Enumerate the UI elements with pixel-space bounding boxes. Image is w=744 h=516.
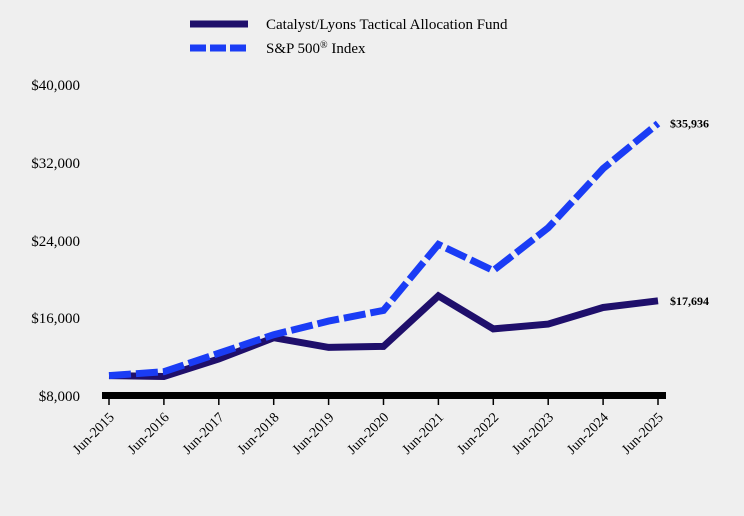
x-tick-label: Jun-2023 [510,410,557,457]
y-tick-label: $24,000 [31,234,80,250]
legend: Catalyst/Lyons Tactical Allocation Fund … [190,17,508,57]
x-axis: Jun-2015 Jun-2016 Jun-2017 Jun-2018 Jun-2019… [70,410,666,457]
end-label-index: $35,936 [670,116,709,130]
x-ticks [108,398,659,405]
x-tick-label: Jun-2019 [290,410,337,457]
x-tick-label: Jun-2024 [564,410,611,457]
x-tick-label: Jun-2022 [455,410,502,457]
x-tick-label: Jun-2025 [619,410,666,457]
y-tick-label: $40,000 [31,78,80,94]
legend-label-index: S&P 500® Index [266,40,366,57]
x-tick-label: Jun-2015 [70,410,117,457]
y-tick-label: $8,000 [39,389,80,405]
legend-label-fund: Catalyst/Lyons Tactical Allocation Fund [266,17,508,33]
x-tick-label: Jun-2020 [345,410,392,457]
y-tick-label: $32,000 [31,156,80,172]
x-tick-label: Jun-2017 [180,410,227,457]
y-axis: $40,000 $32,000 $24,000 $16,000 $8,000 [31,78,80,405]
series-line-index [108,120,661,380]
legend-label-index-sup: ® [320,40,328,51]
y-tick-label: $16,000 [31,311,80,327]
legend-label-index-main: S&P 500 [266,41,320,57]
x-tick-label: Jun-2018 [235,410,282,457]
x-tick-label: Jun-2016 [125,410,172,457]
x-axis-line [102,392,666,399]
end-label-fund: $17,694 [670,294,709,308]
legend-label-index-suffix: Index [328,41,366,57]
x-tick-label: Jun-2021 [400,410,447,457]
series-line-fund [108,291,659,381]
